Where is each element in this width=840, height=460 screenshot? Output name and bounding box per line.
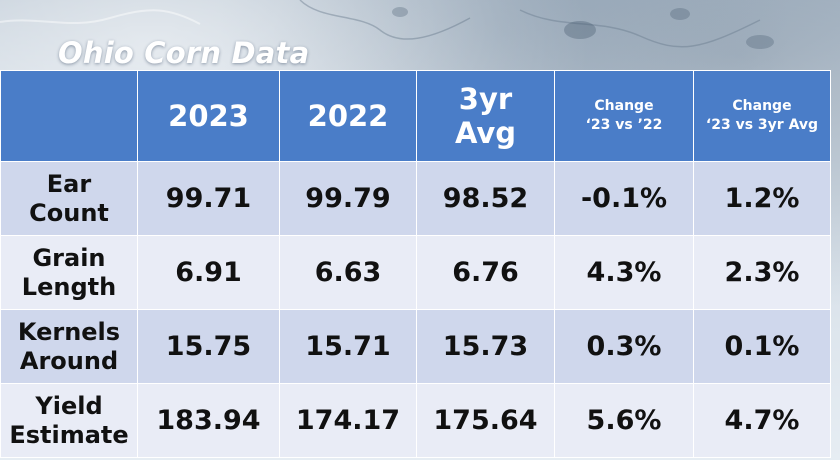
row-label-line-2: Estimate xyxy=(9,420,129,449)
table-header-row: 2023 2022 3yr Avg Change ‘23 vs ’22 Chan… xyxy=(0,70,831,162)
header-3yr-avg-line-2: Avg xyxy=(454,116,517,150)
header-change-vs-2022: Change ‘23 vs ’22 xyxy=(554,70,694,162)
row-label-line-1: Kernels xyxy=(17,317,121,346)
header-3yr-avg-line-1: 3yr xyxy=(458,81,513,116)
cell-change-vs-2022: 4.3% xyxy=(554,235,694,310)
header-change-vs-2022-line-1: Change xyxy=(594,98,654,115)
cell-2023: 183.94 xyxy=(137,383,280,458)
table-row-yield-estimate: Yield Estimate 183.94 174.17 175.64 5.6%… xyxy=(0,383,831,458)
row-label-line-1: Ear xyxy=(46,169,92,198)
row-label-line-2: Around xyxy=(19,346,119,375)
corn-data-table: 2023 2022 3yr Avg Change ‘23 vs ’22 Chan… xyxy=(0,70,831,458)
row-label-yield-estimate: Yield Estimate xyxy=(0,383,138,458)
row-label-line-2: Length xyxy=(21,272,117,301)
row-label-kernels-around: Kernels Around xyxy=(0,309,138,384)
cell-3yr-avg: 6.76 xyxy=(416,235,555,310)
cell-2023: 6.91 xyxy=(137,235,280,310)
map-background-decoration xyxy=(0,0,774,49)
cell-change-vs-2022: 5.6% xyxy=(554,383,694,458)
header-corner-cell xyxy=(0,70,138,162)
row-label-ear-count: Ear Count xyxy=(0,161,138,236)
header-2022: 2022 xyxy=(279,70,417,162)
header-change-vs-3yr-avg: Change ‘23 vs 3yr Avg xyxy=(693,70,831,162)
row-label-line-1: Grain xyxy=(32,243,106,272)
cell-2022: 6.63 xyxy=(279,235,417,310)
row-label-line-1: Yield xyxy=(35,391,103,420)
header-change-vs-3yr-avg-line-2: ‘23 vs 3yr Avg xyxy=(705,117,819,133)
header-change-vs-3yr-avg-line-1: Change xyxy=(732,98,792,115)
cell-2022: 174.17 xyxy=(279,383,417,458)
cell-change-vs-3yr-avg: 4.7% xyxy=(693,383,831,458)
cell-3yr-avg: 98.52 xyxy=(416,161,555,236)
cell-2022: 15.71 xyxy=(279,309,417,384)
cell-change-vs-3yr-avg: 1.2% xyxy=(693,161,831,236)
cell-change-vs-3yr-avg: 2.3% xyxy=(693,235,831,310)
slide-title: Ohio Corn Data xyxy=(58,36,310,70)
header-3yr-avg: 3yr Avg xyxy=(416,70,555,162)
cell-change-vs-3yr-avg: 0.1% xyxy=(693,309,831,384)
cell-3yr-avg: 15.73 xyxy=(416,309,555,384)
cell-2022: 99.79 xyxy=(279,161,417,236)
cell-2023: 15.75 xyxy=(137,309,280,384)
cell-3yr-avg: 175.64 xyxy=(416,383,555,458)
table-row-kernels-around: Kernels Around 15.75 15.71 15.73 0.3% 0.… xyxy=(0,309,831,384)
header-2023: 2023 xyxy=(137,70,280,162)
cell-change-vs-2022: 0.3% xyxy=(554,309,694,384)
table-row-grain-length: Grain Length 6.91 6.63 6.76 4.3% 2.3% xyxy=(0,235,831,310)
cell-change-vs-2022: -0.1% xyxy=(554,161,694,236)
table-row-ear-count: Ear Count 99.71 99.79 98.52 -0.1% 1.2% xyxy=(0,161,831,236)
cell-2023: 99.71 xyxy=(137,161,280,236)
header-change-vs-2022-line-2: ‘23 vs ’22 xyxy=(585,117,663,133)
row-label-line-2: Count xyxy=(29,198,109,227)
row-label-grain-length: Grain Length xyxy=(0,235,138,310)
